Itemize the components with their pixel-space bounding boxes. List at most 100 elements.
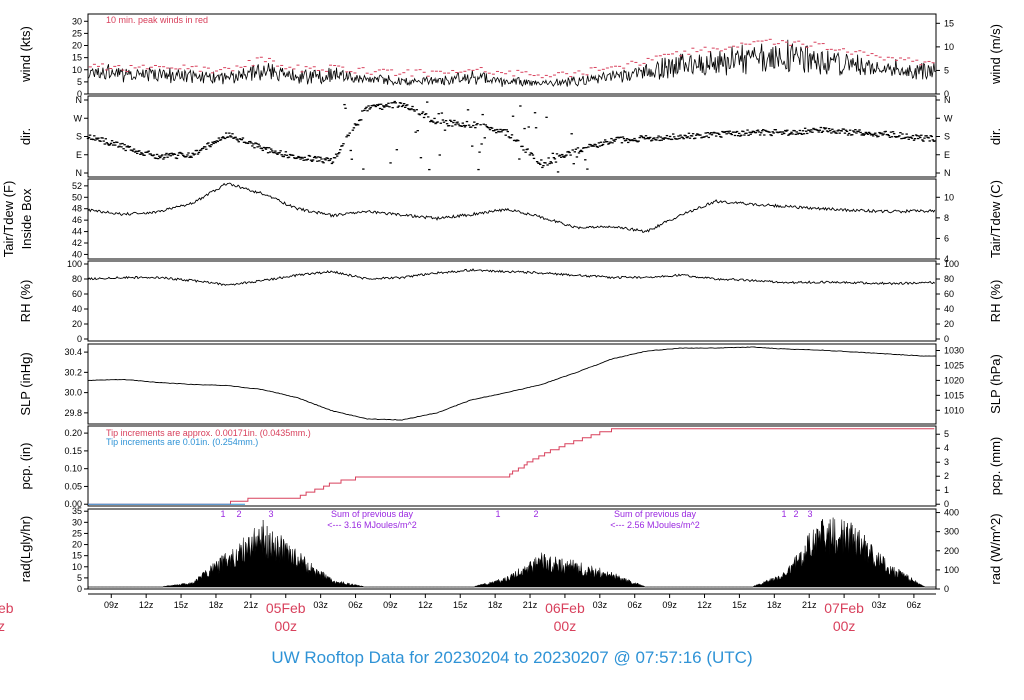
rh-left-tick-label: 20 <box>72 319 82 329</box>
slp-right-tick-label: 1020 <box>944 375 964 385</box>
rh-right-tick-label: 100 <box>944 259 959 269</box>
x-tick-label: 18z <box>767 600 782 610</box>
date-label: 05Feb <box>266 600 306 616</box>
rad-panel-frame <box>87 508 937 590</box>
peak-wind-series <box>88 38 935 79</box>
rad-left-tick-label: 15 <box>72 551 82 561</box>
rad-left-tick-label: 30 <box>72 517 82 527</box>
rh-right-tick-label: 20 <box>944 319 954 329</box>
pcp-note-blue: Tip increments are 0.01in. (0.254mm.) <box>106 437 258 447</box>
x-tick-label: 15z <box>174 600 189 610</box>
pcp-left-tick-label: 0.00 <box>64 499 82 509</box>
slp-right-axis-label: SLP (hPa) <box>988 354 1003 414</box>
rad-marker: 1 <box>495 509 500 519</box>
wind-left-axis-label: wind (kts) <box>18 26 33 83</box>
slp-left-tick-label: 30.2 <box>64 367 82 377</box>
slp-right-tick-label: 1010 <box>944 405 964 415</box>
rad-right-axis-label: rad (W/m^2) <box>988 513 1003 584</box>
temp-left-tick-label: 40 <box>72 249 82 259</box>
rad-sum-note-title: Sum of previous day <box>614 509 697 519</box>
pcp-right-axis-label: pcp. (mm) <box>988 437 1003 496</box>
temp-panel-frame <box>87 178 937 260</box>
pcp-left-axis-label: pcp. (in) <box>18 443 33 490</box>
rh-left-tick-label: 40 <box>72 304 82 314</box>
x-tick-label: 21z <box>523 600 538 610</box>
rad-right-tick-label: 200 <box>944 546 959 556</box>
pcp-left-tick-label: 0.20 <box>64 428 82 438</box>
rh-right-axis-label: RH (%) <box>988 280 1003 323</box>
temp-left-axis-label: Tair/Tdew (F) <box>1 181 16 258</box>
rad-marker: 3 <box>268 509 273 519</box>
x-tick-label: 03z <box>313 600 328 610</box>
dir-left-tick-label: W <box>74 113 83 123</box>
slp-right-tick-label: 1030 <box>944 345 964 355</box>
rad-marker: 1 <box>220 509 225 519</box>
pcp-panel-frame <box>87 425 937 507</box>
temp-left-tick-label: 50 <box>72 192 82 202</box>
rh-right-tick-label: 40 <box>944 304 954 314</box>
wind-left-tick-label: 5 <box>77 77 82 87</box>
rh-left-tick-label: 0 <box>77 334 82 344</box>
date-label: 06Feb <box>545 600 585 616</box>
slp-left-tick-label: 30.0 <box>64 388 82 398</box>
x-tick-label: 15z <box>453 600 468 610</box>
dir-right-tick-label: W <box>944 113 953 123</box>
rad-left-axis-label: rad(Lgly/hr) <box>18 516 33 582</box>
date-time-label: 00z <box>274 618 297 634</box>
x-tick-label: 12z <box>418 600 433 610</box>
slp-right-tick-label: 1015 <box>944 390 964 400</box>
pcp-left-tick-label: 0.15 <box>64 446 82 456</box>
date-label-clipped: eb <box>0 600 14 616</box>
pcp-left-tick-label: 0.05 <box>64 481 82 491</box>
x-tick-label: 21z <box>802 600 817 610</box>
rad-sum-note-value: <--- 3.16 MJoules/m^2 <box>327 520 417 530</box>
x-tick-label: 03z <box>872 600 887 610</box>
wind-left-tick-label: 15 <box>72 53 82 63</box>
rh-right-tick-label: 0 <box>944 334 949 344</box>
date-time-label-clipped: z <box>0 618 5 634</box>
slp-left-tick-label: 29.8 <box>64 408 82 418</box>
dir-left-tick-label: S <box>76 132 82 142</box>
temp-right-tick-label: 8 <box>944 213 949 223</box>
x-tick-label: 18z <box>488 600 503 610</box>
dir-left-tick-label: E <box>76 150 82 160</box>
dir-right-tick-label: S <box>944 132 950 142</box>
x-tick-label: 06z <box>907 600 922 610</box>
temp-left-tick-label: 48 <box>72 204 82 214</box>
slp-left-axis-label: SLP (inHg) <box>18 352 33 415</box>
pcp-series-line <box>88 428 935 505</box>
wind-left-tick-label: 30 <box>72 16 82 26</box>
temp-right-tick-label: 6 <box>944 233 949 243</box>
rad-left-tick-label: 5 <box>77 573 82 583</box>
temp-right-axis-label: Tair/Tdew (C) <box>988 180 1003 258</box>
x-tick-label: 09z <box>104 600 119 610</box>
pcp-right-tick-label: 1 <box>944 485 949 495</box>
dir-right-tick-label: E <box>944 150 950 160</box>
wind-left-tick-label: 25 <box>72 28 82 38</box>
dir-left-tick-label: N <box>76 95 83 105</box>
rad-marker: 2 <box>236 509 241 519</box>
slp-series-line <box>87 346 937 421</box>
wind-left-tick-label: 0 <box>77 89 82 99</box>
pcp-right-tick-label: 5 <box>944 429 949 439</box>
rad-left-tick-label: 0 <box>77 584 82 594</box>
chart-title: UW Rooftop Data for 20230204 to 20230207… <box>271 648 753 667</box>
slp-left-tick-label: 30.4 <box>64 347 82 357</box>
x-tick-label: 21z <box>244 600 259 610</box>
rad-right-tick-label: 300 <box>944 527 959 537</box>
peak-wind-note: 10 min. peak winds in red <box>106 15 208 25</box>
rad-right-tick-label: 0 <box>944 584 949 594</box>
rad-left-tick-label: 20 <box>72 540 82 550</box>
dir-right-axis-label: dir. <box>988 128 1003 145</box>
pcp-right-tick-label: 3 <box>944 457 949 467</box>
rh-panel-frame <box>87 260 937 342</box>
pcp-left-tick-label: 0.10 <box>64 464 82 474</box>
wind-left-tick-label: 20 <box>72 41 82 51</box>
dir-left-axis-label: dir. <box>18 128 33 145</box>
x-tick-label: 03z <box>593 600 608 610</box>
temp-left-tick-label: 44 <box>72 227 82 237</box>
date-label: 07Feb <box>824 600 864 616</box>
slp-right-tick-label: 1025 <box>944 360 964 370</box>
rad-left-tick-label: 25 <box>72 528 82 538</box>
